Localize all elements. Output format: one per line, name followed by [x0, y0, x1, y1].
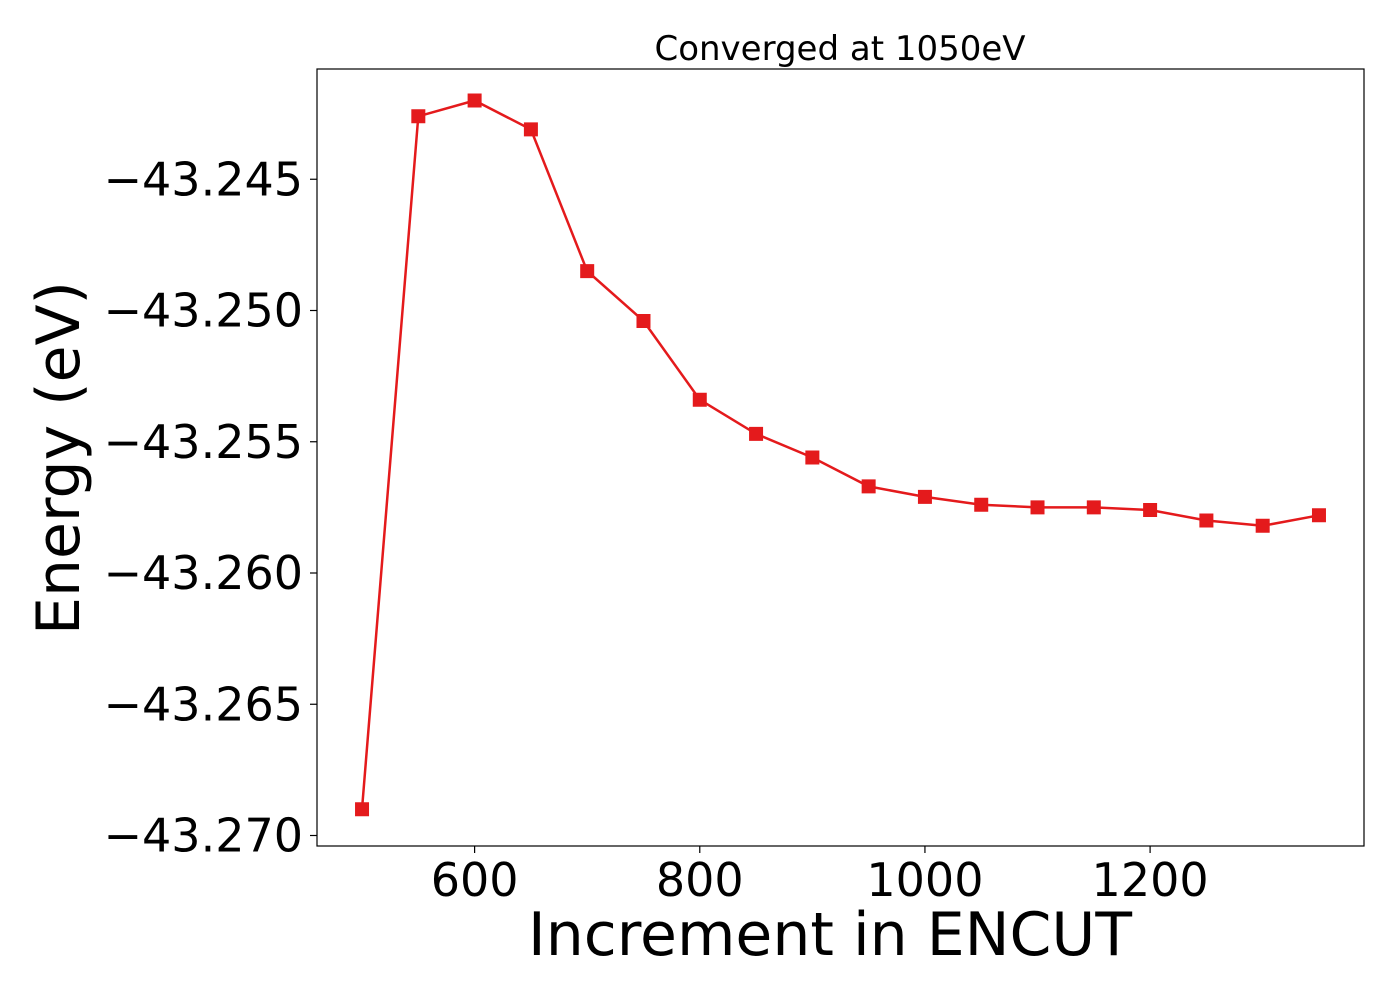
- y-axis: −43.245 −43.250 −43.255 −43.260 −43.265 −43.2…: [104, 152, 317, 863]
- y-tick-label: −43.270: [104, 809, 304, 863]
- y-tick-label: −43.245: [104, 152, 304, 206]
- data-point-marker: [1311, 508, 1326, 523]
- data-point-marker: [805, 450, 820, 465]
- data-point-marker: [580, 264, 595, 279]
- data-point-marker: [523, 122, 538, 137]
- plot-area-frame: [316, 68, 1365, 847]
- data-point-marker: [749, 426, 764, 441]
- y-axis-label: Energy (eV): [24, 281, 94, 635]
- data-point-marker: [861, 479, 876, 494]
- data-point-marker: [917, 489, 932, 504]
- y-tick-label: −43.250: [104, 284, 304, 338]
- data-point-marker: [467, 93, 482, 108]
- data-point-marker: [636, 314, 651, 328]
- x-tick-label: 600: [431, 853, 519, 907]
- data-point-marker: [1255, 518, 1270, 533]
- x-tick-label: 1200: [1092, 853, 1209, 907]
- series-layer: [355, 93, 1326, 817]
- data-point-marker: [692, 392, 707, 407]
- data-point-marker: [1199, 513, 1214, 528]
- data-point-marker: [1030, 500, 1045, 515]
- data-point-marker: [411, 109, 426, 124]
- data-point-marker: [1143, 503, 1158, 517]
- data-point-marker: [1086, 500, 1101, 515]
- y-tick-label: −43.255: [104, 415, 304, 469]
- x-axis: 600 800 1000 1200: [431, 846, 1209, 907]
- x-tick-label: 1000: [866, 853, 983, 907]
- data-point-marker: [974, 497, 989, 512]
- data-point-marker: [355, 802, 370, 817]
- y-tick-label: −43.260: [104, 546, 304, 600]
- x-tick-label: 800: [656, 853, 744, 907]
- x-axis-label: Increment in ENCUT: [528, 900, 1132, 970]
- series-line: [360, 99, 1320, 810]
- y-tick-label: −43.265: [104, 677, 304, 731]
- chart-title: Converged at 1050eV: [654, 29, 1025, 69]
